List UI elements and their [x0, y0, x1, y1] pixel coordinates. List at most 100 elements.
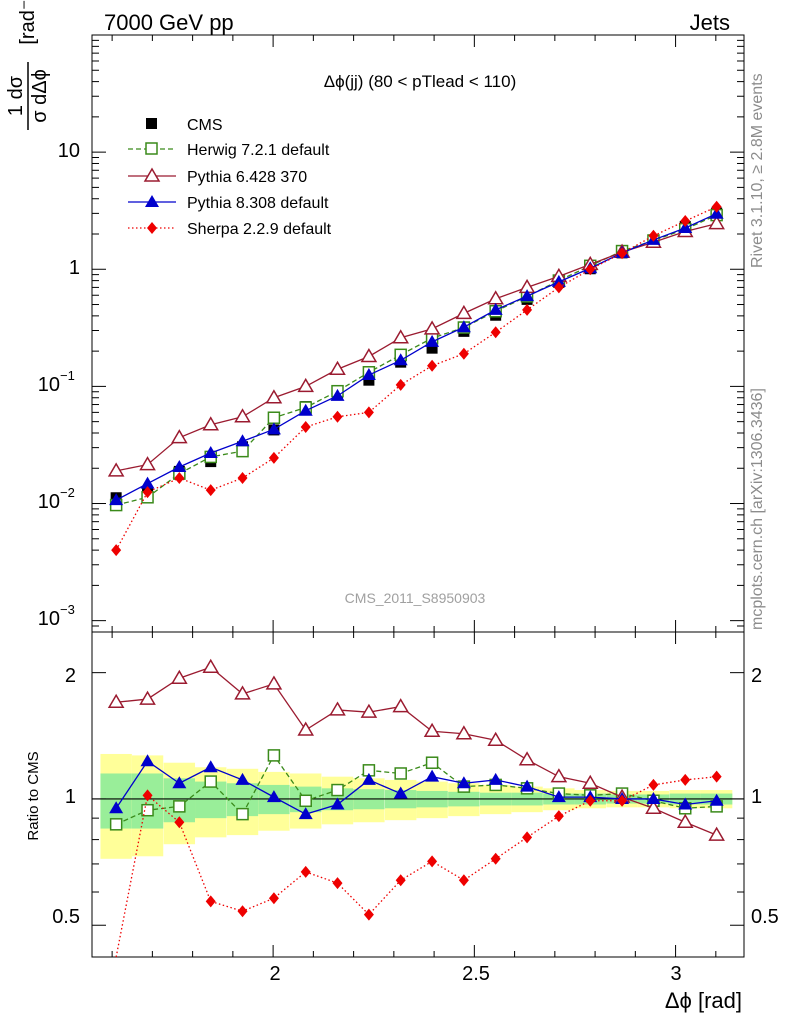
ratio-point-sherpa-2-2-9-default: [142, 789, 153, 802]
ratio-point-sherpa-2-2-9-default: [205, 895, 216, 908]
main-point-pythia-6-428-370: [708, 215, 725, 230]
ratio-point-sherpa-2-2-9-default: [553, 810, 564, 823]
main-point-pythia-8-308-default: [520, 289, 535, 302]
legend-label-herwig: Herwig 7.2.1 default: [187, 142, 330, 159]
svg-text:10: 10: [38, 491, 60, 513]
ratio-point-pythia-6-428-370: [676, 813, 694, 828]
ratio-point-herwig-7-2-1-default: [109, 818, 123, 831]
ratio-point-pythia-6-428-370: [518, 751, 536, 766]
main-point-cms: [363, 374, 375, 386]
main-point-pythia-6-428-370: [171, 429, 188, 444]
ratio-series-sherpa-2-2-9-default: [115, 770, 722, 958]
analysis-watermark: CMS_2011_S8950903: [345, 590, 486, 606]
main-point-pythia-6-428-370: [139, 456, 156, 471]
main-point-sherpa-2-2-9-default: [300, 421, 311, 434]
ratio-point-sherpa-2-2-9-default: [174, 816, 185, 829]
ratio-point-pythia-6-428-370: [423, 722, 441, 737]
main-point-sherpa-2-2-9-default: [205, 484, 216, 497]
main-point-sherpa-2-2-9-default: [268, 451, 279, 464]
ratio-point-sherpa-2-2-9-default: [711, 770, 722, 783]
ratio-point-pythia-6-428-370: [392, 698, 409, 713]
ratio-point-sherpa-2-2-9-default: [300, 865, 311, 878]
svg-text:1 dσ: 1 dσ: [5, 75, 27, 116]
main-line-sherpa-2-2-9-default: [115, 206, 717, 551]
ratio-point-herwig-7-2-1-default: [299, 794, 312, 808]
legend-label-pythia6: Pythia 6.428 370: [187, 169, 307, 186]
ratio-point-pythia-8-308-default: [709, 793, 724, 806]
ratio-point-pythia-6-428-370: [139, 690, 156, 705]
main-point-sherpa-2-2-9-default: [395, 378, 406, 391]
main-y-tick-1e-2: 10 −2: [38, 485, 75, 513]
ratio-series-pythia-6-428-370: [107, 658, 725, 841]
main-point-pythia-8-308-default: [266, 422, 281, 435]
legend-marker-pythia8: [145, 195, 159, 207]
ratio-point-sherpa-2-2-9-default: [617, 794, 628, 807]
ratio-line-sherpa-2-2-9-default: [115, 776, 717, 958]
header-left: 7000 GeV pp: [104, 10, 234, 35]
main-point-sherpa-2-2-9-default: [711, 200, 722, 213]
x-axis-label: Δϕ [rad]: [665, 988, 742, 1013]
main-point-pythia-8-308-default: [235, 434, 250, 447]
legend-marker-herwig: [145, 142, 158, 155]
ratio-point-pythia-6-428-370: [550, 768, 568, 783]
main-y-tick-10: 10: [58, 140, 80, 162]
ratio-point-pythia-8-308-default: [330, 797, 345, 810]
ratio-y-tick-05-right: 0.5: [751, 906, 779, 928]
main-point-pythia-6-428-370: [329, 360, 346, 376]
main-point-sherpa-2-2-9-default: [363, 406, 374, 419]
ratio-point-pythia-6-428-370: [708, 826, 725, 841]
rivet-label: Rivet 3.1.10, ≥ 2.8M events: [749, 73, 766, 268]
main-y-tick-1: 1: [69, 257, 80, 279]
main-point-pythia-6-428-370: [455, 304, 473, 320]
ratio-point-herwig-7-2-1-default: [425, 756, 439, 769]
main-point-sherpa-2-2-9-default: [111, 544, 122, 557]
ratio-point-herwig-7-2-1-default: [267, 749, 281, 762]
main-point-pythia-6-428-370: [487, 290, 504, 305]
ratio-y-tick-1-right: 1: [751, 786, 762, 808]
ratio-panel-frame: [91, 631, 745, 958]
ratio-point-pythia-6-428-370: [171, 669, 188, 684]
ratio-series-pythia-8-308-default: [109, 754, 724, 820]
ratio-point-pythia-8-308-default: [361, 772, 376, 785]
svg-text:[rad⁻¹]: [rad⁻¹]: [17, 0, 39, 45]
ratio-point-pythia-8-308-default: [140, 754, 155, 767]
main-series-sherpa-2-2-9-default: [111, 200, 722, 557]
ratio-point-pythia-8-308-default: [520, 779, 535, 792]
ratio-point-pythia-6-428-370: [455, 725, 473, 740]
ratio-point-pythia-6-428-370: [487, 731, 504, 747]
legend-marker-cms: [146, 118, 157, 129]
main-point-pythia-6-428-370: [234, 408, 251, 423]
svg-text:−3: −3: [60, 602, 75, 617]
main-point-pythia-8-308-default: [298, 403, 313, 416]
ratio-point-pythia-8-308-default: [266, 790, 281, 803]
main-line-pythia-6-428-370: [116, 223, 717, 472]
main-point-sherpa-2-2-9-default: [332, 410, 343, 423]
ratio-y-tick-05-left: 0.5: [52, 906, 80, 928]
main-point-sherpa-2-2-9-default: [522, 303, 533, 316]
ratio-point-pythia-8-308-default: [172, 776, 187, 789]
main-point-pythia-6-428-370: [265, 389, 283, 404]
ratio-point-herwig-7-2-1-default: [141, 803, 154, 817]
main-point-pythia-8-308-default: [393, 353, 408, 366]
main-point-herwig-7-2-1-default: [267, 411, 281, 424]
main-point-pythia-8-308-default: [203, 445, 218, 458]
ratio-point-pythia-6-428-370: [297, 721, 315, 736]
ratio-point-herwig-7-2-1-default: [173, 800, 186, 813]
ratio-point-pythia-6-428-370: [645, 799, 662, 815]
legend: CMS Herwig 7.2.1 default Pythia 6.428 37…: [128, 117, 332, 238]
main-point-sherpa-2-2-9-default: [553, 281, 564, 294]
main-series-cms: [110, 207, 723, 504]
main-point-pythia-6-428-370: [297, 377, 315, 393]
main-point-sherpa-2-2-9-default: [142, 486, 153, 499]
legend-marker-sherpa: [147, 222, 157, 234]
ratio-series: [107, 658, 725, 958]
legend-label-sherpa: Sherpa 2.2.9 default: [187, 221, 332, 238]
main-point-pythia-8-308-default: [140, 476, 155, 489]
main-point-pythia-6-428-370: [107, 462, 125, 477]
plot-title: Δϕ(jj) (80 < pTlead < 110): [324, 72, 517, 91]
ratio-point-sherpa-2-2-9-default: [427, 855, 438, 868]
main-point-cms: [426, 342, 438, 354]
ratio-point-herwig-7-2-1-default: [394, 767, 407, 780]
ratio-point-sherpa-2-2-9-default: [363, 908, 374, 921]
